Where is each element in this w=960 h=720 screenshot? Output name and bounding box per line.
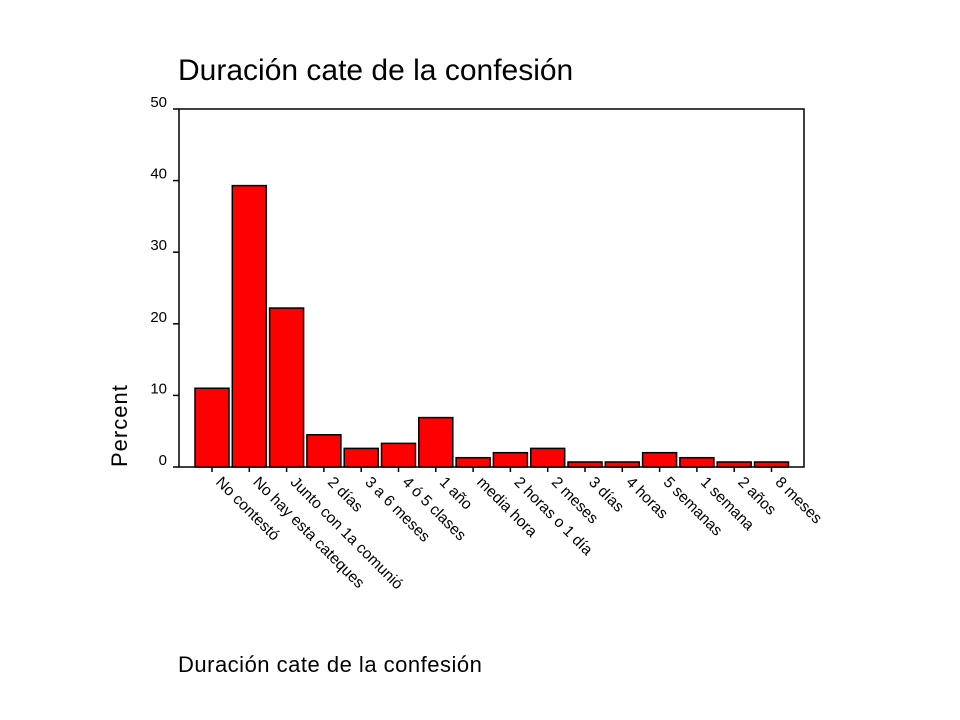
bar — [679, 456, 715, 468]
x-axis-label: Duración cate de la confesión — [178, 652, 482, 677]
bar — [641, 451, 678, 468]
bar — [455, 456, 491, 468]
bar — [716, 461, 752, 468]
bar — [604, 461, 641, 468]
y-tick-label: 0 — [159, 452, 167, 469]
y-axis-label: Percent — [107, 384, 132, 467]
bar — [529, 447, 566, 468]
y-tick-label: 30 — [150, 237, 167, 254]
chart-title: Duración cate de la confesión — [178, 54, 573, 87]
y-tick-label: 50 — [150, 94, 167, 111]
y-tick-label: 20 — [150, 309, 167, 326]
bar — [567, 461, 603, 468]
bar — [753, 461, 790, 468]
bar — [306, 434, 342, 468]
bar — [418, 416, 454, 468]
y-tick-label: 40 — [150, 166, 167, 183]
bar — [194, 387, 230, 468]
x-tick-label: 8 meses — [772, 474, 826, 528]
plot-frame — [178, 108, 805, 468]
bar — [268, 307, 305, 468]
bar — [492, 451, 529, 468]
bar — [380, 442, 417, 468]
bar — [231, 184, 268, 468]
y-tick-label: 10 — [150, 380, 167, 397]
bar — [343, 447, 379, 468]
